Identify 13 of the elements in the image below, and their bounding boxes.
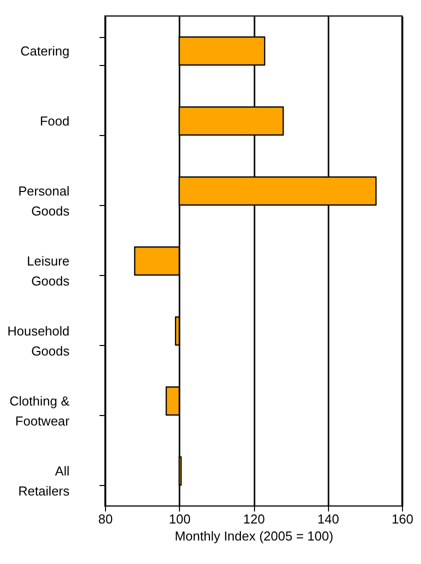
x-tick-label: 140 (317, 512, 340, 526)
y-tick-label: Household Goods (7, 324, 70, 358)
x-axis-title: Monthly Index (2005 = 100) (174, 528, 334, 544)
y-tick-label: All Retailers (18, 464, 70, 498)
x-tick-label: 80 (98, 512, 113, 526)
y-tick-label: Leisure Goods (26, 254, 70, 288)
x-tick-label: 160 (392, 512, 414, 526)
y-tick-label: Food (40, 114, 70, 128)
y-tick-label: Clothing & Footwear (10, 394, 70, 428)
x-tick-label: 100 (168, 512, 191, 526)
y-tick-label: Personal Goods (18, 184, 70, 218)
x-tick-label: 120 (243, 512, 265, 526)
y-tick-label: Catering (20, 44, 70, 58)
